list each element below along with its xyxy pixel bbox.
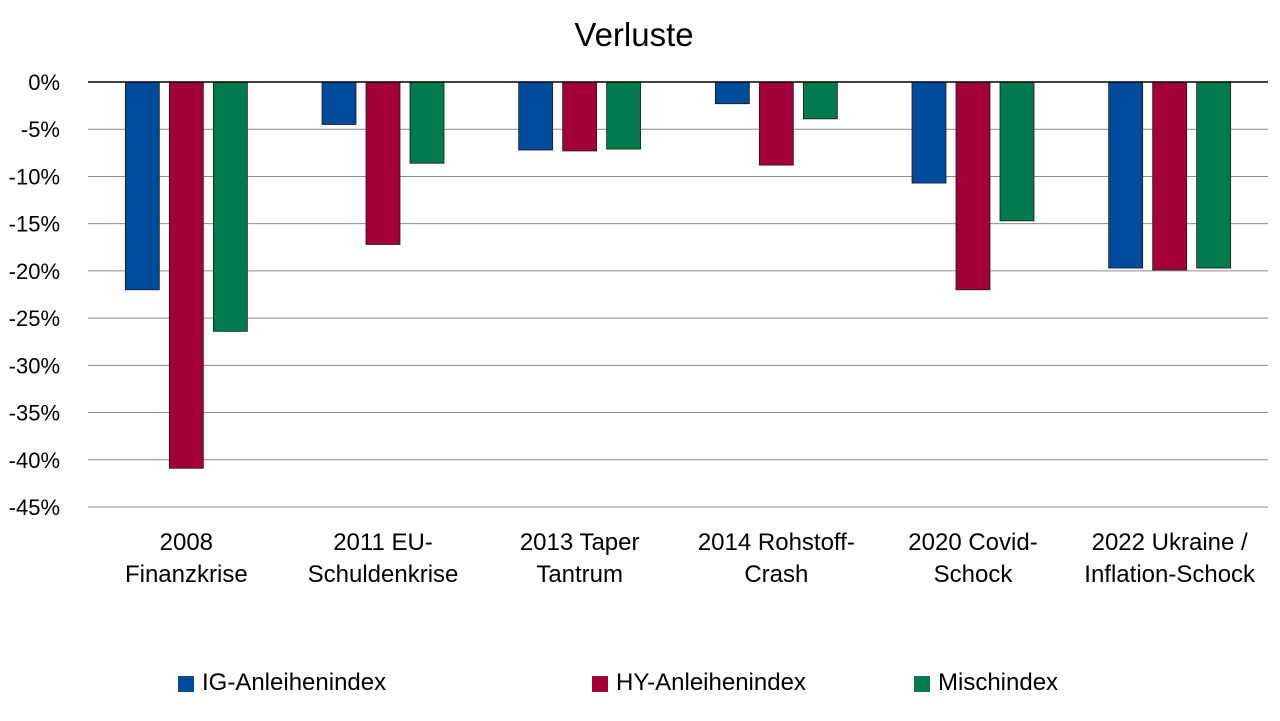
- category-label-line: Tantrum: [536, 561, 623, 588]
- category-label-line: 2011 EU-: [333, 529, 433, 556]
- y-tick-label: -5%: [21, 117, 60, 142]
- category-label-line: Schock: [934, 561, 1014, 588]
- y-tick-label: -10%: [9, 164, 60, 189]
- bar-mischindex-1: [212, 81, 248, 332]
- legend-label: IG-Anleihenindex: [202, 669, 386, 696]
- y-tick-label: -15%: [9, 212, 60, 237]
- bar-hy-anleihenindex-2: [365, 81, 401, 245]
- bar-mischindex-4: [802, 81, 838, 120]
- category-label-line: 2013 Taper: [520, 529, 640, 556]
- y-tick-label: -40%: [9, 448, 60, 473]
- bars: [124, 81, 1232, 469]
- category-label: 2011 EU- Schuldenkrise: [308, 529, 459, 588]
- category-label-line: Crash: [744, 561, 808, 588]
- bar-hy-anleihenindex-3: [562, 81, 598, 152]
- chart-title: Verluste: [574, 16, 693, 53]
- category-label-line: Inflation-Schock: [1084, 561, 1256, 588]
- y-tick-label: -20%: [9, 259, 60, 284]
- category-label-line: 2014 Rohstoff-: [698, 529, 855, 556]
- y-tick-label: -45%: [9, 495, 60, 520]
- legend: IG-Anleihenindex HY-Anleihenindex Mischind…: [178, 669, 1058, 696]
- bar-ig-anleihenindex-2: [321, 81, 357, 125]
- category-label-line: 2020 Covid-: [908, 529, 1037, 556]
- category-label-line: Schuldenkrise: [308, 561, 459, 588]
- bar-ig-anleihenindex-6: [1108, 81, 1144, 269]
- bar-ig-anleihenindex-4: [714, 81, 750, 105]
- y-tick-label: -35%: [9, 401, 60, 426]
- category-label: 2020 Covid- Schock: [908, 529, 1037, 588]
- category-label: 2008 Finanzkrise: [125, 529, 248, 588]
- bar-ig-anleihenindex-3: [518, 81, 554, 151]
- bar-mischindex-3: [606, 81, 642, 150]
- bar-mischindex-5: [999, 81, 1035, 222]
- y-tick-label: -25%: [9, 306, 60, 331]
- bar-hy-anleihenindex-1: [168, 81, 204, 469]
- bar-hy-anleihenindex-4: [758, 81, 794, 166]
- legend-swatch: [178, 676, 194, 692]
- gridlines: [88, 128, 1268, 508]
- axes: 0% -5% -10% -15% -20% -25% -30% -35% -40% -45% 200…: [9, 70, 1268, 588]
- bar-ig-anleihenindex-1: [124, 81, 160, 291]
- bar-mischindex-2: [409, 81, 445, 164]
- legend-label: Mischindex: [938, 669, 1058, 696]
- category-label-line: Finanzkrise: [125, 561, 248, 588]
- bar-mischindex-6: [1196, 81, 1232, 269]
- category-label-line: 2008: [160, 529, 213, 556]
- category-label: 2013 Taper Tantrum: [520, 529, 640, 588]
- bar-hy-anleihenindex-5: [955, 81, 991, 291]
- legend-swatch: [592, 676, 608, 692]
- category-label: 2022 Ukraine / Inflation-Schock: [1084, 529, 1256, 588]
- y-tick-label: -30%: [9, 353, 60, 378]
- bar-ig-anleihenindex-5: [911, 81, 947, 184]
- legend-label: HY-Anleihenindex: [616, 669, 806, 696]
- category-label-line: 2022 Ukraine /: [1092, 529, 1248, 556]
- y-tick-label: 0%: [28, 70, 60, 95]
- category-label: 2014 Rohstoff- Crash: [698, 529, 855, 588]
- legend-swatch: [914, 676, 930, 692]
- bar-hy-anleihenindex-6: [1152, 81, 1188, 271]
